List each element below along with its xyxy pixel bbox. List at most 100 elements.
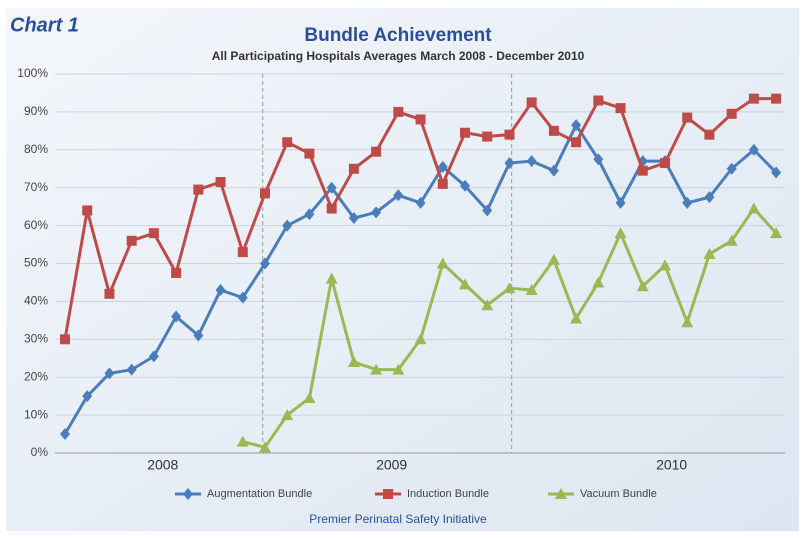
- data-point: [348, 163, 359, 174]
- x-tick-label: 2009: [376, 457, 407, 473]
- data-point: [748, 143, 759, 156]
- data-point: [547, 253, 560, 265]
- data-point: [615, 196, 626, 209]
- y-tick-label: 0%: [31, 445, 49, 459]
- data-point: [548, 164, 559, 177]
- y-tick-label: 30%: [24, 331, 48, 345]
- y-tick-label: 70%: [24, 180, 48, 194]
- data-point: [615, 103, 626, 114]
- data-point: [148, 228, 159, 239]
- data-point: [193, 329, 204, 342]
- data-point: [104, 288, 115, 299]
- data-point: [171, 267, 182, 278]
- data-point: [415, 114, 426, 125]
- data-point: [771, 93, 782, 104]
- data-point: [770, 227, 783, 239]
- data-point: [282, 219, 293, 232]
- data-point: [347, 356, 360, 368]
- data-point: [548, 125, 559, 136]
- data-point: [659, 259, 671, 271]
- data-point: [326, 181, 337, 194]
- y-tick-label: 100%: [17, 66, 48, 80]
- data-point: [482, 131, 493, 142]
- data-point: [304, 208, 315, 221]
- data-point: [304, 148, 315, 159]
- data-point: [704, 129, 715, 140]
- x-tick-label: 2008: [147, 457, 178, 473]
- data-point: [148, 350, 159, 363]
- data-point: [614, 227, 627, 239]
- data-point: [704, 191, 715, 204]
- data-point: [282, 137, 293, 148]
- data-point: [771, 166, 782, 179]
- y-tick-label: 40%: [24, 294, 48, 308]
- data-point: [326, 203, 337, 214]
- data-point: [171, 310, 182, 323]
- chart-subtitle: All Participating Hospitals Averages Mar…: [212, 49, 585, 63]
- data-point: [725, 234, 738, 246]
- data-point: [571, 137, 582, 148]
- data-point: [482, 204, 493, 217]
- data-point: [392, 363, 405, 375]
- data-point: [236, 435, 249, 447]
- data-point: [370, 363, 383, 375]
- data-point: [682, 196, 693, 209]
- data-point: [636, 280, 649, 292]
- data-point: [460, 179, 470, 192]
- data-point: [215, 177, 226, 188]
- y-tick-label: 80%: [24, 142, 48, 156]
- data-point: [703, 248, 716, 260]
- data-point: [481, 299, 494, 311]
- data-point: [593, 95, 604, 106]
- data-point: [82, 205, 93, 216]
- data-point: [237, 291, 248, 304]
- data-point: [593, 153, 604, 166]
- data-point: [571, 119, 582, 132]
- data-point: [747, 202, 760, 214]
- data-point: [460, 127, 470, 138]
- y-tick-label: 90%: [24, 104, 48, 118]
- chart-footer: Premier Perinatal Safety Initiative: [309, 512, 487, 526]
- data-point: [504, 157, 515, 170]
- data-point: [459, 278, 471, 290]
- data-point: [104, 367, 115, 380]
- x-tick-label: 2010: [656, 457, 687, 473]
- data-point: [260, 257, 270, 270]
- data-point: [371, 206, 382, 219]
- data-point: [726, 108, 737, 119]
- data-point: [303, 392, 316, 404]
- y-tick-label: 60%: [24, 218, 48, 232]
- data-point: [371, 146, 382, 157]
- data-point: [503, 282, 516, 294]
- data-point: [260, 188, 270, 199]
- data-point: [570, 312, 583, 324]
- data-point: [60, 428, 70, 441]
- data-point: [592, 276, 605, 288]
- data-point: [237, 247, 248, 258]
- legend-marker: [555, 488, 567, 499]
- data-point: [726, 162, 737, 175]
- data-point: [526, 155, 537, 168]
- data-point: [525, 284, 538, 296]
- data-point: [281, 409, 294, 421]
- data-point: [60, 334, 70, 345]
- data-point: [82, 390, 93, 403]
- data-point: [259, 441, 271, 453]
- data-point: [682, 112, 693, 123]
- y-tick-label: 20%: [24, 369, 48, 383]
- data-point: [437, 178, 448, 189]
- data-point: [526, 97, 537, 108]
- legend-label: Induction Bundle: [407, 488, 489, 500]
- data-point: [193, 184, 204, 195]
- chart-label: Chart 1: [10, 14, 79, 36]
- data-point: [637, 165, 648, 176]
- data-point: [415, 196, 426, 209]
- legend-marker: [183, 488, 193, 500]
- data-point: [681, 316, 694, 328]
- legend-label: Augmentation Bundle: [207, 488, 312, 500]
- data-point: [437, 160, 448, 173]
- data-point: [436, 257, 449, 269]
- y-tick-label: 10%: [24, 407, 48, 421]
- legend-label: Vacuum Bundle: [580, 488, 657, 500]
